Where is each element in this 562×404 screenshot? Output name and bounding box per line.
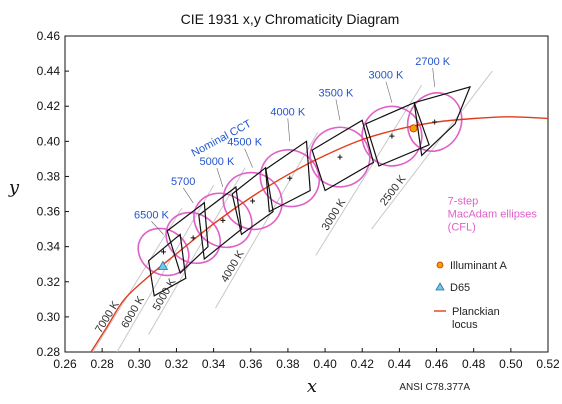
isotherm-line <box>371 70 493 230</box>
cct-quadrangle <box>231 166 274 236</box>
cct-label: 5000 K <box>199 156 235 168</box>
planckian-locus-line <box>90 116 548 352</box>
cct-leader-line <box>216 167 224 188</box>
planckian-locus-layer <box>90 116 548 352</box>
x-tick-label: 0.44 <box>388 357 412 371</box>
x-tick-label: 0.42 <box>351 357 375 371</box>
quadrangle-center-mark <box>337 154 343 160</box>
legend-swatch-triangle <box>435 282 445 291</box>
x-tick-label: 0.46 <box>425 357 449 371</box>
y-tick-label: 0.44 <box>37 64 61 78</box>
macadam-ellipse <box>309 126 371 188</box>
cct-quadrangle <box>365 101 430 167</box>
x-tick-label: 0.36 <box>239 357 263 371</box>
y-tick-label: 0.34 <box>37 240 61 254</box>
cct-leader-line <box>151 221 164 235</box>
cct-label: 5700 <box>171 176 195 188</box>
y-tick-label: 0.36 <box>37 205 61 219</box>
cct-label: 6500 K <box>134 209 170 221</box>
quadrangle-centers <box>160 119 438 255</box>
legend-label: Illuminant A <box>450 260 508 272</box>
x-tick-label: 0.28 <box>90 357 114 371</box>
cct-quadrangles <box>147 85 472 297</box>
x-axis-label: x <box>307 376 317 397</box>
x-tick-label: 0.38 <box>276 357 300 371</box>
macadam-ellipse <box>259 149 321 208</box>
illuminant-a-point <box>409 124 418 133</box>
plot-area <box>64 35 549 353</box>
cct-label: 4500 K <box>227 137 263 149</box>
quadrangle-center-mark <box>389 133 395 139</box>
cct-label: 4000 K <box>270 106 306 118</box>
ellipse-label-line: (CFL) <box>448 222 476 234</box>
y-tick-label: 0.28 <box>37 345 61 359</box>
x-axis-ticks: 0.26 0.28 0.30 0.32 0.34 0.36 0.38 0.40 0.42 0.44… <box>53 348 560 371</box>
d65-point <box>157 260 169 270</box>
reference-points <box>157 124 418 270</box>
chart-title: CIE 1931 x,y Chromaticity Diagram <box>181 11 400 27</box>
cct-quadrangle <box>198 185 243 261</box>
cct-leader-line <box>182 187 194 203</box>
cct-quadrangle <box>264 140 311 213</box>
x-tick-label: 0.48 <box>462 357 486 371</box>
cct-quadrangle <box>147 233 187 297</box>
source-note: ANSI C78.377A <box>399 382 470 393</box>
quadrangle-center-mark <box>220 217 226 223</box>
macadam-ellipse <box>137 227 190 277</box>
x-tick-label: 0.34 <box>202 357 226 371</box>
cct-quadrangle <box>311 119 375 192</box>
y-tick-label: 0.32 <box>37 275 61 289</box>
cct-label: 3500 K <box>319 87 355 99</box>
cct-label: 2700 K <box>415 56 451 68</box>
cct-quadrangle <box>413 85 472 157</box>
quadrangle-center-mark <box>190 235 196 241</box>
y-tick-label: 0.38 <box>37 169 61 183</box>
macadam-ellipses <box>137 92 463 277</box>
x-tick-label: 0.30 <box>128 357 152 371</box>
isotherm-line <box>315 84 423 256</box>
macadam-ellipse <box>406 92 463 152</box>
y-tick-label: 0.40 <box>37 134 61 148</box>
y-tick-label: 0.42 <box>37 99 61 113</box>
cct-leader-line <box>244 148 253 168</box>
legend-label: D65 <box>450 282 470 294</box>
isotherm-line <box>215 132 319 309</box>
cct-label: 3000 K <box>369 70 405 82</box>
cct-leader-line <box>385 81 393 103</box>
y-tick-label: 0.46 <box>37 29 61 43</box>
x-tick-label: 0.52 <box>536 357 560 371</box>
legend-swatch-circle <box>436 261 444 269</box>
x-tick-label: 0.40 <box>313 357 337 371</box>
cct-quadrangle <box>166 201 209 275</box>
cct-leader-line <box>287 118 291 142</box>
quadrangle-center-mark <box>250 198 256 204</box>
quadrangle-center-mark <box>160 249 166 255</box>
y-axis-label: y <box>8 177 20 198</box>
quadrangle-center-mark <box>432 119 438 125</box>
y-axis-ticks: 0.28 0.30 0.32 0.34 0.36 0.38 0.40 0.42 0.44 0.46 <box>37 29 69 359</box>
ellipse-label-line: 7-step <box>448 196 479 208</box>
cct-leader-line <box>432 67 435 87</box>
y-tick-label: 0.30 <box>37 310 61 324</box>
x-tick-label: 0.50 <box>499 357 523 371</box>
x-tick-label: 0.32 <box>165 357 189 371</box>
quadrangle-center-mark <box>287 175 293 181</box>
ellipse-label-line: MacAdam ellipses <box>448 209 538 221</box>
legend-label: Planckian <box>452 306 500 318</box>
x-tick-label: 0.26 <box>53 357 77 371</box>
legend-label: locus <box>452 319 478 331</box>
macadam-ellipse <box>193 192 253 249</box>
cct-leader-line <box>335 99 341 121</box>
